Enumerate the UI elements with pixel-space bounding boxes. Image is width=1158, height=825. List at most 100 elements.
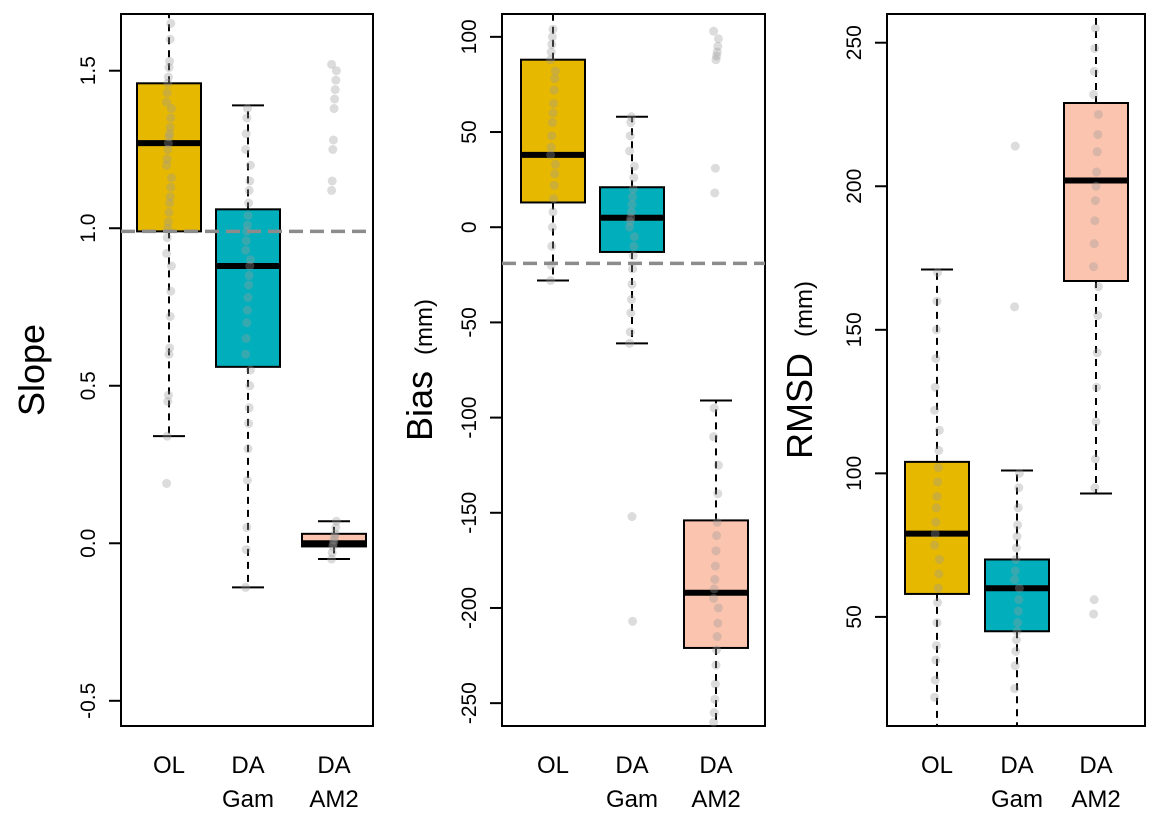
rmsd-point <box>1089 262 1099 272</box>
bias-point <box>626 295 636 305</box>
rmsd-point <box>1011 554 1021 564</box>
slope-point <box>245 160 255 170</box>
bias-point <box>625 327 635 337</box>
slope-point <box>329 104 339 114</box>
slope-point <box>244 419 254 429</box>
rmsd-point <box>1014 583 1024 593</box>
slope-point <box>331 66 341 76</box>
slope-point <box>328 144 338 154</box>
rmsd-box-da-am2 <box>1063 14 1129 619</box>
slope-category-ol: OL <box>153 752 185 779</box>
rmsd-ytick-label: 250 <box>843 25 866 60</box>
bias-point <box>549 85 559 95</box>
rmsd-point <box>1090 23 1100 33</box>
panel-rmsd: 50 100 150 200 250 RMSD (mm) OL DA Gam DA AM2 <box>779 13 1146 813</box>
slope-point <box>242 523 252 533</box>
rmsd-point <box>1089 66 1099 76</box>
rmsd-point <box>934 425 944 435</box>
slope-ytick-label: 0.0 <box>77 529 100 558</box>
bias-point <box>625 217 635 227</box>
rmsd-point <box>1092 382 1102 392</box>
slope-point <box>166 113 176 123</box>
rmsd-point <box>1012 532 1022 542</box>
slope-point <box>241 245 251 255</box>
panel-rmsd-categories: OL DA Gam DA AM2 <box>921 752 1121 813</box>
bias-point <box>710 694 720 704</box>
panel-rmsd-marks <box>904 14 1129 726</box>
bias-point <box>547 118 557 128</box>
rmsd-point <box>931 354 941 364</box>
rmsd-point <box>1092 348 1102 358</box>
panel-bias-categories: OL DA Gam DA AM2 <box>537 752 741 813</box>
bias-point <box>548 108 558 118</box>
slope-point <box>243 444 253 454</box>
slope-point <box>330 85 340 95</box>
bias-ytick-label: -100 <box>458 397 481 439</box>
rmsd-point <box>930 529 940 539</box>
rmsd-point <box>1089 609 1099 619</box>
bias-point <box>626 213 636 223</box>
bias-point <box>546 47 556 57</box>
bias-point <box>711 55 721 65</box>
rmsd-point <box>1011 635 1021 645</box>
slope-point <box>330 532 340 542</box>
bias-category-ol: OL <box>537 752 569 779</box>
rmsd-point <box>931 517 941 527</box>
bias-box-body <box>683 519 749 649</box>
rmsd-point <box>933 463 943 473</box>
slope-box-ol <box>136 14 202 488</box>
rmsd-ytick-label: 200 <box>843 169 866 204</box>
slope-point <box>331 523 341 533</box>
bias-point <box>629 241 639 251</box>
bias-point <box>713 34 723 44</box>
bias-point <box>710 574 720 584</box>
bias-point <box>712 645 722 655</box>
rmsd-point <box>931 655 941 665</box>
panel-rmsd-ylabel: RMSD (mm) <box>779 281 820 459</box>
bias-ytick-label: 0 <box>458 221 481 233</box>
slope-point <box>162 97 172 107</box>
rmsd-point <box>1010 302 1020 312</box>
rmsd-point <box>934 569 944 579</box>
rmsd-point <box>930 405 940 415</box>
bias-point <box>549 180 559 190</box>
slope-point <box>245 176 255 186</box>
slope-point <box>328 541 338 551</box>
slope-point <box>244 403 254 413</box>
bias-point <box>549 98 559 108</box>
panel-slope-frame <box>120 13 374 727</box>
rmsd-point <box>1014 468 1024 478</box>
bias-point <box>713 460 723 470</box>
slope-point <box>162 248 172 258</box>
rmsd-point <box>933 583 943 593</box>
rmsd-point <box>932 618 942 628</box>
rmsd-point <box>1014 595 1024 605</box>
bias-point <box>549 194 559 204</box>
slope-point <box>241 144 251 154</box>
slope-point <box>242 305 252 315</box>
bias-point <box>547 39 557 49</box>
bias-point <box>712 517 722 527</box>
rmsd-point <box>1011 646 1021 656</box>
slope-ytick-label: 1.0 <box>77 214 100 243</box>
bias-box-da-gam <box>599 112 665 626</box>
slope-point <box>327 548 337 558</box>
bias-point <box>712 51 722 61</box>
rmsd-point <box>1093 109 1103 119</box>
panel-bias-marks <box>502 14 765 727</box>
bias-point <box>710 163 720 173</box>
bias-point <box>709 403 719 413</box>
panel-slope-categories: OL DA Gam DA AM2 <box>153 752 359 813</box>
bias-point <box>713 489 723 499</box>
bias-point <box>627 199 637 209</box>
rmsd-point <box>1010 684 1020 694</box>
slope-point <box>241 349 251 359</box>
bias-point <box>627 512 637 522</box>
slope-point <box>241 582 251 592</box>
bias-point <box>627 279 637 289</box>
bias-point <box>628 192 638 202</box>
rmsd-point <box>1093 310 1103 320</box>
rmsd-point <box>1093 130 1103 140</box>
rmsd-point <box>1013 606 1023 616</box>
rmsd-point <box>932 491 942 501</box>
